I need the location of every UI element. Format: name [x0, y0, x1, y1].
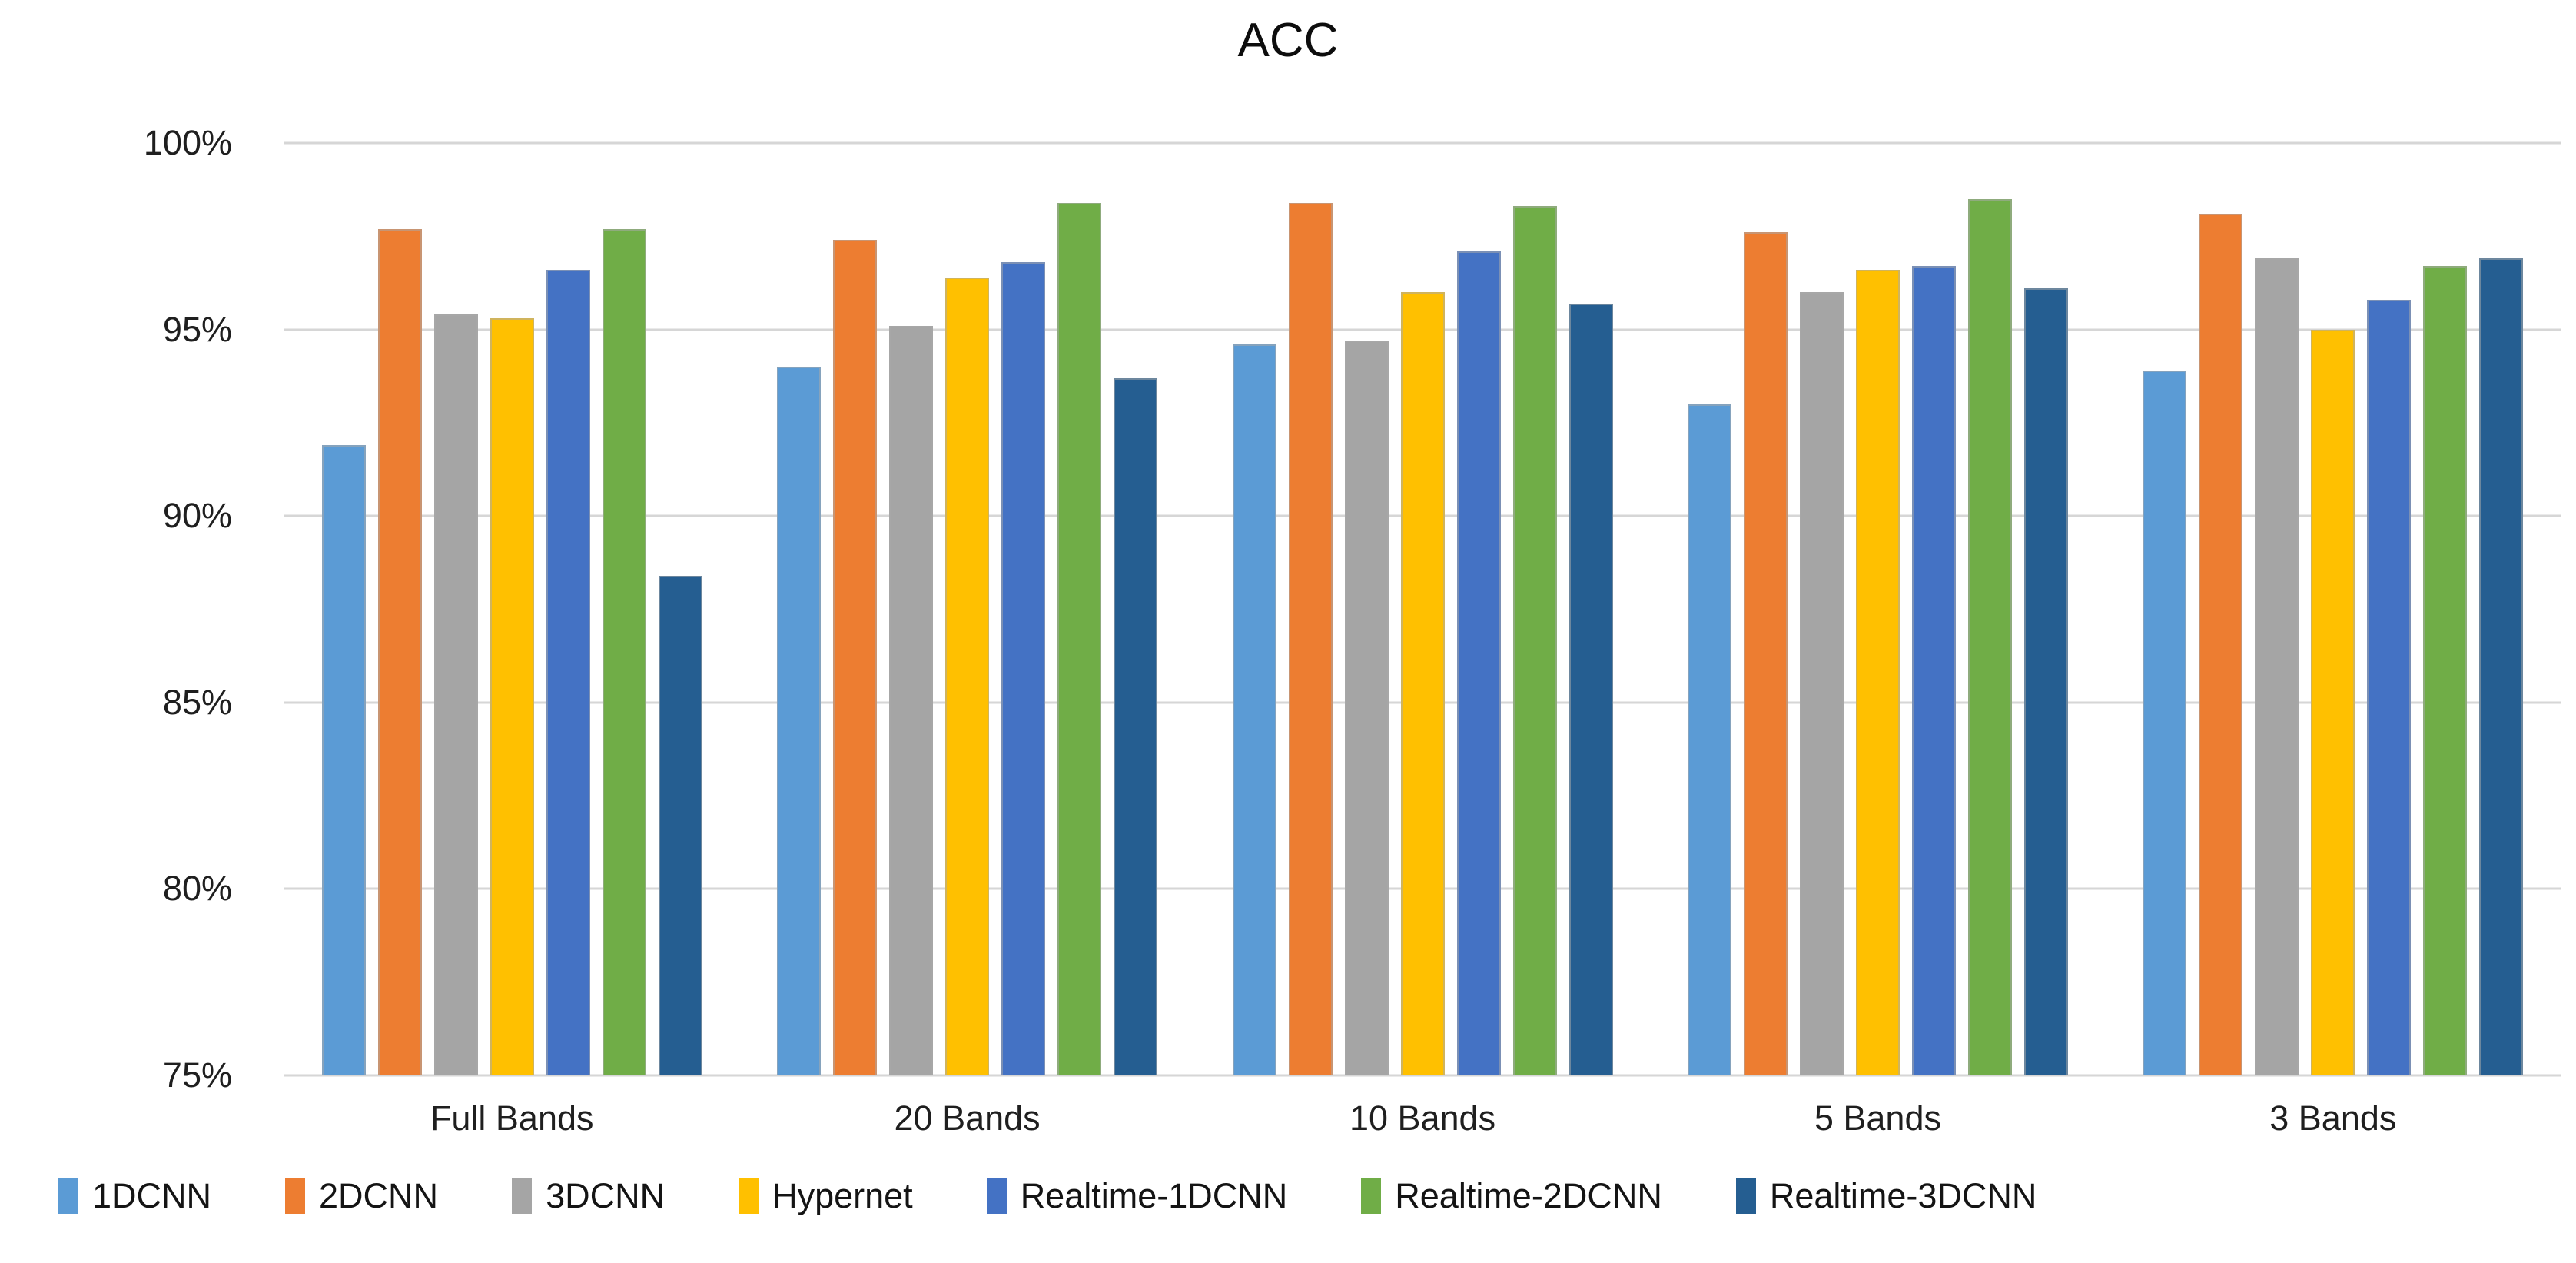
x-category-label-3-bands: 3 Bands	[2269, 1098, 2397, 1138]
bar-1dcnn-10-bands	[1232, 344, 1276, 1075]
bar-group-20-bands	[739, 143, 1194, 1075]
bar-hypernet-20-bands	[945, 277, 990, 1075]
bar-realtime-3dcnn-20-bands	[1114, 377, 1158, 1075]
legend-item-1dcnn: 1DCNN	[58, 1175, 211, 1218]
legend-marker-icon	[58, 1178, 78, 1214]
y-tick-label-95: 95%	[162, 309, 232, 349]
legend-label: 2DCNN	[319, 1176, 439, 1215]
bar-1dcnn-20-bands	[777, 367, 822, 1075]
bar-group-5-bands	[1650, 143, 2105, 1075]
legend: 1DCNN 2DCNN 3DCNN Hypernet Realtime-1DCNN Rea…	[58, 1175, 2037, 1218]
legend-item-realtime-1dcnn: Realtime-1DCNN	[986, 1175, 1288, 1218]
y-tick-label-75: 75%	[162, 1055, 232, 1095]
bar-1dcnn-full-bands	[321, 445, 366, 1075]
legend-marker-icon	[986, 1178, 1007, 1214]
bar-3dcnn-20-bands	[889, 325, 934, 1075]
bar-realtime-2dcnn-20-bands	[1057, 202, 1102, 1075]
legend-marker-icon	[285, 1178, 306, 1214]
bar-realtime-2dcnn-3-bands	[2423, 266, 2468, 1075]
bar-hypernet-3-bands	[2311, 329, 2355, 1075]
y-axis: 100% 95% 90% 85% 80% 75%	[0, 124, 254, 1095]
legend-marker-icon	[1361, 1178, 1382, 1214]
bar-2dcnn-10-bands	[1288, 202, 1333, 1075]
bar-hypernet-10-bands	[1400, 292, 1445, 1075]
bar-3dcnn-10-bands	[1344, 341, 1389, 1075]
bar-2dcnn-full-bands	[377, 228, 422, 1075]
bar-1dcnn-3-bands	[2143, 370, 2187, 1075]
legend-marker-icon	[739, 1178, 759, 1214]
y-tick-label-90: 90%	[162, 496, 232, 536]
x-axis: Full Bands 20 Bands 10 Bands 5 Bands 3 Bands	[284, 1098, 2561, 1139]
legend-item-2dcnn: 2DCNN	[285, 1175, 438, 1218]
bar-realtime-2dcnn-full-bands	[602, 228, 646, 1075]
x-category-label-10-bands: 10 Bands	[1349, 1098, 1496, 1138]
bar-group-full-bands	[284, 143, 739, 1075]
y-tick-label-80: 80%	[162, 869, 232, 909]
legend-item-hypernet: Hypernet	[739, 1175, 913, 1218]
bar-realtime-1dcnn-3-bands	[2367, 299, 2412, 1075]
bar-hypernet-full-bands	[490, 318, 534, 1075]
x-category-label-5-bands: 5 Bands	[1814, 1098, 1941, 1138]
bar-3dcnn-3-bands	[2255, 258, 2299, 1075]
legend-label: 3DCNN	[546, 1176, 666, 1215]
x-category-label-20-bands: 20 Bands	[894, 1098, 1041, 1138]
bar-realtime-3dcnn-10-bands	[1569, 303, 1613, 1075]
plot-area	[284, 141, 2561, 1077]
bar-groups	[284, 143, 2561, 1075]
legend-label: Realtime-2DCNN	[1395, 1176, 1662, 1215]
bar-realtime-1dcnn-10-bands	[1456, 251, 1501, 1075]
bar-realtime-3dcnn-full-bands	[658, 575, 702, 1075]
bar-2dcnn-3-bands	[2199, 214, 2243, 1075]
gridline-100	[284, 141, 2561, 145]
y-tick-label-100: 100%	[143, 123, 232, 162]
bar-realtime-3dcnn-3-bands	[2479, 258, 2524, 1075]
bar-realtime-2dcnn-5-bands	[1967, 198, 2012, 1075]
bar-1dcnn-5-bands	[1687, 404, 1731, 1075]
bar-2dcnn-20-bands	[833, 240, 878, 1075]
bar-realtime-3dcnn-5-bands	[2023, 288, 2068, 1075]
bar-2dcnn-5-bands	[1743, 232, 1788, 1075]
bar-group-10-bands	[1195, 143, 1650, 1075]
bar-realtime-2dcnn-10-bands	[1512, 206, 1557, 1075]
bar-3dcnn-full-bands	[433, 314, 478, 1075]
bar-group-3-bands	[2106, 143, 2561, 1075]
legend-marker-icon	[512, 1178, 533, 1214]
bar-hypernet-5-bands	[1855, 269, 1900, 1075]
legend-item-3dcnn: 3DCNN	[512, 1175, 665, 1218]
gridline-75	[284, 1074, 2561, 1077]
bar-3dcnn-5-bands	[1799, 292, 1844, 1075]
legend-label: Hypernet	[772, 1176, 913, 1215]
bar-realtime-1dcnn-full-bands	[546, 269, 590, 1075]
legend-label: Realtime-1DCNN	[1020, 1176, 1288, 1215]
bar-realtime-1dcnn-20-bands	[1001, 262, 1046, 1075]
legend-marker-icon	[1735, 1178, 1756, 1214]
legend-item-realtime-2dcnn: Realtime-2DCNN	[1361, 1175, 1662, 1218]
x-category-label-full-bands: Full Bands	[430, 1098, 594, 1138]
legend-label: Realtime-3DCNN	[1769, 1176, 2037, 1215]
legend-label: 1DCNN	[92, 1176, 212, 1215]
chart-title: ACC	[1237, 14, 1339, 67]
bar-realtime-1dcnn-5-bands	[1911, 266, 1956, 1075]
y-tick-label-85: 85%	[162, 682, 232, 722]
legend-item-realtime-3dcnn: Realtime-3DCNN	[1735, 1175, 2037, 1218]
